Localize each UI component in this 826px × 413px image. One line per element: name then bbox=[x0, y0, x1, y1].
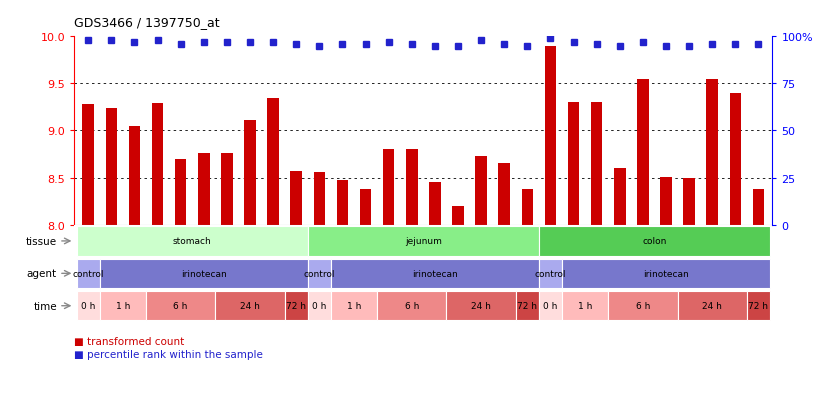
Text: irinotecan: irinotecan bbox=[643, 269, 689, 278]
Text: 1 h: 1 h bbox=[116, 301, 130, 311]
Bar bbox=[377, 292, 446, 320]
Text: 24 h: 24 h bbox=[240, 301, 260, 311]
Bar bbox=[216, 292, 285, 320]
Text: 1 h: 1 h bbox=[578, 301, 592, 311]
Bar bbox=[175, 159, 187, 413]
Bar bbox=[244, 121, 256, 413]
Text: 6 h: 6 h bbox=[636, 301, 650, 311]
Bar bbox=[77, 227, 308, 256]
Text: irinotecan: irinotecan bbox=[412, 269, 458, 278]
Bar bbox=[706, 79, 718, 413]
Text: 0 h: 0 h bbox=[544, 301, 558, 311]
Bar bbox=[521, 190, 533, 413]
Text: 0 h: 0 h bbox=[312, 301, 326, 311]
Text: irinotecan: irinotecan bbox=[181, 269, 226, 278]
Text: ■ transformed count: ■ transformed count bbox=[74, 337, 184, 347]
Text: 72 h: 72 h bbox=[748, 301, 768, 311]
Bar bbox=[515, 292, 539, 320]
Bar bbox=[406, 150, 418, 413]
Bar bbox=[383, 150, 395, 413]
Text: 72 h: 72 h bbox=[517, 301, 538, 311]
Bar bbox=[129, 126, 140, 413]
Text: 24 h: 24 h bbox=[702, 301, 722, 311]
Bar bbox=[637, 79, 648, 413]
Text: 0 h: 0 h bbox=[81, 301, 95, 311]
Text: tissue: tissue bbox=[26, 236, 57, 246]
Bar bbox=[314, 173, 325, 413]
Bar bbox=[729, 94, 741, 413]
Bar bbox=[544, 47, 556, 413]
Text: 72 h: 72 h bbox=[287, 301, 306, 311]
Bar bbox=[146, 292, 216, 320]
Bar bbox=[221, 154, 233, 413]
Bar bbox=[285, 292, 308, 320]
Text: ■ percentile rank within the sample: ■ percentile rank within the sample bbox=[74, 349, 263, 359]
Text: time: time bbox=[33, 301, 57, 311]
Text: 6 h: 6 h bbox=[405, 301, 419, 311]
Text: jejunum: jejunum bbox=[405, 237, 442, 246]
Text: control: control bbox=[304, 269, 335, 278]
Bar bbox=[360, 190, 372, 413]
Text: stomach: stomach bbox=[173, 237, 211, 246]
Bar bbox=[77, 259, 100, 288]
Bar bbox=[308, 227, 539, 256]
Bar bbox=[539, 259, 562, 288]
Text: 1 h: 1 h bbox=[347, 301, 361, 311]
Bar bbox=[452, 206, 463, 413]
Bar bbox=[100, 259, 308, 288]
Bar bbox=[331, 292, 377, 320]
Text: agent: agent bbox=[26, 269, 57, 279]
Bar bbox=[337, 181, 349, 413]
Bar bbox=[446, 292, 515, 320]
Bar bbox=[562, 259, 770, 288]
Bar bbox=[747, 292, 770, 320]
Bar bbox=[331, 259, 539, 288]
Bar bbox=[591, 103, 602, 413]
Bar bbox=[562, 292, 608, 320]
Text: control: control bbox=[534, 269, 566, 278]
Bar bbox=[677, 292, 747, 320]
Text: 6 h: 6 h bbox=[173, 301, 188, 311]
Bar bbox=[291, 172, 302, 413]
Bar bbox=[308, 259, 331, 288]
Bar bbox=[660, 177, 672, 413]
Bar bbox=[152, 104, 164, 413]
Bar bbox=[77, 292, 100, 320]
Text: control: control bbox=[73, 269, 104, 278]
Bar bbox=[539, 292, 562, 320]
Bar bbox=[475, 157, 487, 413]
Bar bbox=[100, 292, 146, 320]
Bar bbox=[683, 178, 695, 413]
Bar bbox=[83, 105, 94, 413]
Bar bbox=[106, 109, 117, 413]
Bar bbox=[608, 292, 677, 320]
Text: 24 h: 24 h bbox=[471, 301, 491, 311]
Bar bbox=[539, 227, 770, 256]
Bar bbox=[614, 169, 625, 413]
Text: colon: colon bbox=[643, 237, 667, 246]
Bar bbox=[567, 103, 579, 413]
Bar bbox=[268, 98, 279, 413]
Bar bbox=[752, 190, 764, 413]
Bar bbox=[498, 164, 510, 413]
Bar bbox=[308, 292, 331, 320]
Text: GDS3466 / 1397750_at: GDS3466 / 1397750_at bbox=[74, 16, 220, 29]
Bar bbox=[198, 154, 210, 413]
Bar bbox=[429, 183, 440, 413]
